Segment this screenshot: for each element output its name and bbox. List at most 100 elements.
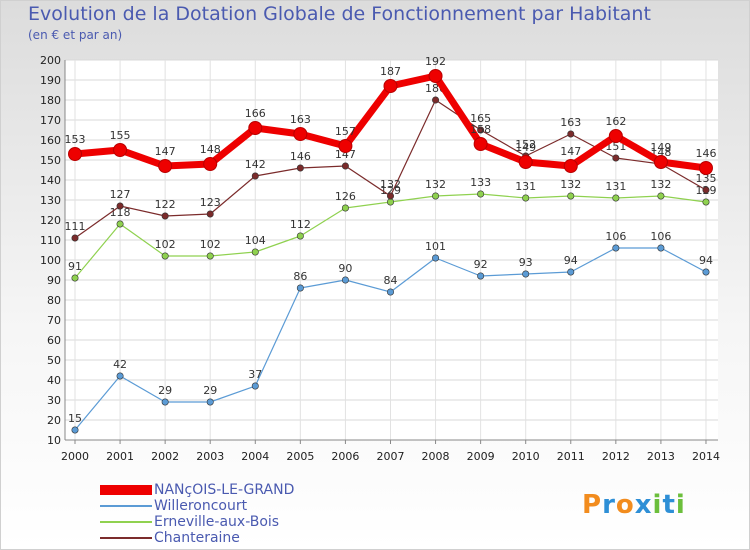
data-label: 152 (515, 138, 536, 151)
data-point (71, 274, 79, 282)
y-tick-label: 110 (40, 234, 61, 247)
data-point (206, 398, 214, 406)
data-label: 86 (293, 270, 307, 283)
y-tick-label: 20 (47, 414, 61, 427)
data-label: 106 (650, 230, 671, 243)
data-label: 157 (335, 125, 356, 138)
data-point (608, 129, 623, 143)
data-label: 187 (380, 65, 401, 78)
legend-swatch-willeroncourt (100, 505, 152, 507)
data-point (206, 252, 214, 260)
data-point (251, 382, 259, 390)
data-label: 132 (650, 178, 671, 191)
data-label: 147 (560, 145, 581, 158)
data-point (702, 186, 710, 194)
y-tick-label: 120 (40, 214, 61, 227)
data-label: 155 (110, 129, 131, 142)
brand-letter: r (602, 490, 616, 520)
data-label: 102 (200, 238, 221, 251)
x-tick-label: 2005 (286, 450, 314, 463)
data-point (158, 159, 173, 173)
chart-title: Evolution de la Dotation Globale de Fonc… (28, 3, 651, 25)
data-point (473, 137, 488, 151)
x-tick-label: 2011 (557, 450, 585, 463)
data-label: 37 (248, 368, 262, 381)
legend-swatch-chanteraine (100, 537, 152, 539)
data-label: 132 (380, 178, 401, 191)
data-label: 149 (650, 141, 671, 154)
plot-area (65, 60, 718, 440)
legend-swatch-erneville (100, 521, 152, 523)
y-tick-label: 100 (40, 254, 61, 267)
data-point (296, 284, 304, 292)
data-label: 147 (155, 145, 176, 158)
y-tick-label: 140 (40, 174, 61, 187)
data-label: 92 (474, 258, 488, 271)
data-point (612, 194, 620, 202)
y-tick-label: 90 (47, 274, 61, 287)
brand-letter: i (652, 490, 663, 520)
y-tick-label: 190 (40, 74, 61, 87)
chart-subtitle: (en € et par an) (28, 28, 123, 42)
data-label: 131 (515, 180, 536, 193)
data-point (341, 204, 349, 212)
brand-letter: P (582, 490, 603, 520)
data-point (563, 159, 578, 173)
data-point (657, 192, 665, 200)
y-tick-label: 40 (47, 374, 61, 387)
x-tick-label: 2004 (241, 450, 269, 463)
legend-swatch-nancois (100, 485, 152, 495)
data-point (338, 139, 353, 153)
x-tick-label: 2008 (422, 450, 450, 463)
data-point (567, 192, 575, 200)
data-label: 126 (335, 190, 356, 203)
data-point (68, 147, 82, 161)
data-label: 91 (68, 260, 82, 273)
brand-letter: i (675, 490, 686, 520)
data-point (698, 161, 713, 175)
data-label: 102 (155, 238, 176, 251)
x-tick-label: 2009 (467, 450, 495, 463)
data-point (702, 268, 710, 276)
data-label: 142 (245, 158, 266, 171)
data-label: 90 (338, 262, 352, 275)
data-point (296, 164, 304, 172)
data-label: 132 (560, 178, 581, 191)
data-point (567, 268, 575, 276)
data-point (432, 254, 440, 262)
x-tick-label: 2000 (61, 450, 89, 463)
brand-letter: t (662, 490, 676, 520)
data-point (161, 252, 169, 260)
data-point (293, 127, 308, 141)
data-point (116, 202, 124, 210)
y-tick-label: 130 (40, 194, 61, 207)
data-point (116, 220, 124, 228)
x-tick-label: 2014 (692, 450, 720, 463)
legend-label-nancois: NANçOIS-LE-GRAND (154, 482, 295, 498)
data-point (702, 198, 710, 206)
data-point (116, 372, 124, 380)
data-label: 84 (383, 274, 397, 287)
data-label: 146 (695, 147, 716, 160)
data-point (71, 234, 79, 242)
x-tick-label: 2003 (196, 450, 224, 463)
data-point (341, 276, 349, 284)
data-label: 148 (200, 143, 221, 156)
data-point (296, 232, 304, 240)
x-tick-label: 2010 (512, 450, 540, 463)
data-point (657, 244, 665, 252)
data-point (477, 190, 485, 198)
data-label: 94 (564, 254, 578, 267)
y-tick-label: 150 (40, 154, 61, 167)
brand-letter: o (615, 490, 635, 520)
data-label: 93 (519, 256, 533, 269)
data-label: 133 (470, 176, 491, 189)
data-point (206, 210, 214, 218)
data-point (653, 155, 668, 169)
data-label: 147 (335, 148, 356, 161)
data-label: 42 (113, 358, 127, 371)
data-label: 153 (65, 133, 86, 146)
data-label: 146 (290, 150, 311, 163)
x-tick-label: 2013 (647, 450, 675, 463)
